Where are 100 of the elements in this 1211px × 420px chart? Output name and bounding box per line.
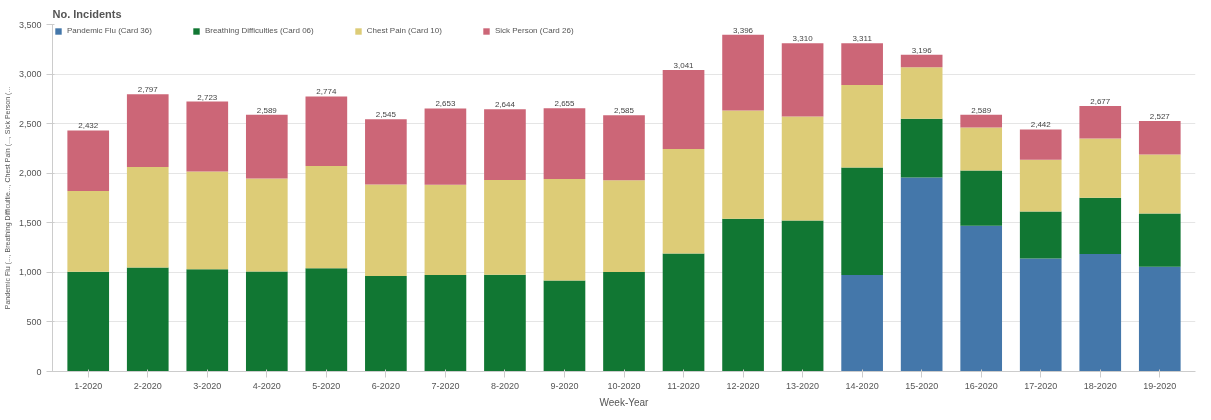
bar — [1138, 154, 1181, 214]
bar — [960, 170, 1003, 226]
y-tick-label: 3,000 — [18, 69, 42, 80]
bar — [186, 171, 229, 270]
total-label: 3,041 — [673, 61, 695, 71]
bar — [245, 114, 288, 179]
legend-label: Chest Pain (Card 10) — [366, 26, 442, 35]
bar — [305, 268, 348, 372]
x-tick-label: 16-2020 — [964, 380, 998, 391]
bar — [781, 116, 824, 221]
bar — [424, 108, 467, 185]
y-tick-label: 2,000 — [18, 168, 42, 179]
bar — [543, 108, 586, 180]
bar — [245, 271, 288, 372]
x-tick-label: 3-2020 — [193, 380, 222, 391]
bar — [186, 101, 229, 172]
bar — [1019, 159, 1062, 212]
bar — [841, 43, 883, 86]
x-tick-label: 11-2020 — [667, 380, 700, 391]
total-label: 2,585 — [613, 106, 635, 116]
bar — [960, 225, 1003, 372]
bar — [603, 180, 645, 272]
total-label: 2,797 — [137, 85, 159, 95]
x-tick-label: 4-2020 — [252, 380, 281, 391]
bar — [722, 218, 764, 372]
bar — [841, 167, 883, 276]
bar — [1019, 258, 1062, 372]
total-label: 2,589 — [971, 105, 992, 115]
chart-title: No. Incidents — [52, 7, 122, 20]
bar — [126, 94, 169, 167]
bar — [484, 109, 526, 180]
total-label: 3,310 — [792, 34, 814, 44]
bar — [603, 115, 645, 181]
bar — [365, 119, 407, 185]
x-tick-label: 2-2020 — [133, 380, 162, 391]
bar — [662, 149, 705, 254]
total-label: 2,723 — [197, 92, 218, 102]
bar — [781, 43, 824, 117]
x-tick-label: 6-2020 — [371, 380, 400, 391]
x-tick-label: 13-2020 — [786, 380, 820, 391]
total-label: 2,655 — [554, 99, 576, 109]
bar — [1138, 266, 1181, 372]
bar — [662, 70, 705, 150]
bar — [1079, 254, 1122, 372]
legend-label: Breathing Difficulties (Card 06) — [204, 26, 314, 35]
bar — [1079, 106, 1122, 139]
x-tick-label: 14-2020 — [845, 380, 879, 391]
bar — [67, 271, 110, 372]
total-label: 3,396 — [733, 25, 754, 35]
bar — [67, 130, 110, 192]
total-label: 2,442 — [1030, 120, 1052, 130]
x-tick-label: 12-2020 — [726, 380, 760, 391]
bar — [67, 191, 110, 272]
bar — [960, 127, 1003, 171]
y-tick-label: 500 — [26, 316, 42, 327]
total-label: 2,677 — [1090, 97, 1111, 107]
x-tick-label: 7-2020 — [431, 380, 460, 391]
x-tick-label: 5-2020 — [312, 380, 341, 391]
total-label: 2,432 — [78, 121, 99, 131]
bar — [722, 34, 764, 111]
x-tick-label: 1-2020 — [74, 380, 103, 391]
bar — [543, 179, 586, 281]
bar — [841, 275, 883, 372]
bar — [960, 114, 1003, 128]
bar — [1138, 213, 1181, 267]
bar — [1019, 129, 1062, 160]
bar — [900, 118, 943, 178]
x-tick-label: 19-2020 — [1143, 380, 1177, 391]
total-label: 3,196 — [911, 45, 933, 55]
bar — [1019, 211, 1062, 259]
bar — [424, 184, 467, 276]
bar — [900, 177, 943, 372]
y-tick-label: 0 — [36, 366, 42, 377]
total-label: 2,545 — [375, 110, 397, 120]
x-tick-label: 10-2020 — [607, 380, 641, 391]
bar — [781, 220, 824, 372]
legend-label: Pandemic Flu (Card 36) — [67, 26, 152, 35]
bar — [900, 54, 943, 68]
x-axis-title: Week-Year — [599, 396, 650, 408]
bar — [424, 275, 467, 372]
bar — [305, 166, 348, 269]
bar — [543, 280, 586, 372]
bar — [245, 178, 288, 272]
bar — [1079, 138, 1122, 198]
x-tick-label: 9-2020 — [550, 380, 579, 391]
bar — [186, 269, 229, 372]
total-label: 2,644 — [494, 100, 516, 110]
y-tick-label: 1,500 — [18, 217, 42, 228]
x-tick-label: 15-2020 — [905, 380, 939, 391]
bar — [484, 179, 526, 275]
bar — [662, 253, 705, 372]
bar — [484, 274, 526, 372]
total-label: 2,589 — [256, 105, 278, 115]
bar — [1079, 197, 1122, 255]
bar — [1138, 120, 1181, 155]
y-tick-label: 2,500 — [18, 118, 42, 129]
x-tick-label: 8-2020 — [490, 380, 519, 391]
total-label: 2,653 — [435, 99, 456, 109]
bar — [722, 110, 764, 219]
bar — [126, 267, 169, 372]
